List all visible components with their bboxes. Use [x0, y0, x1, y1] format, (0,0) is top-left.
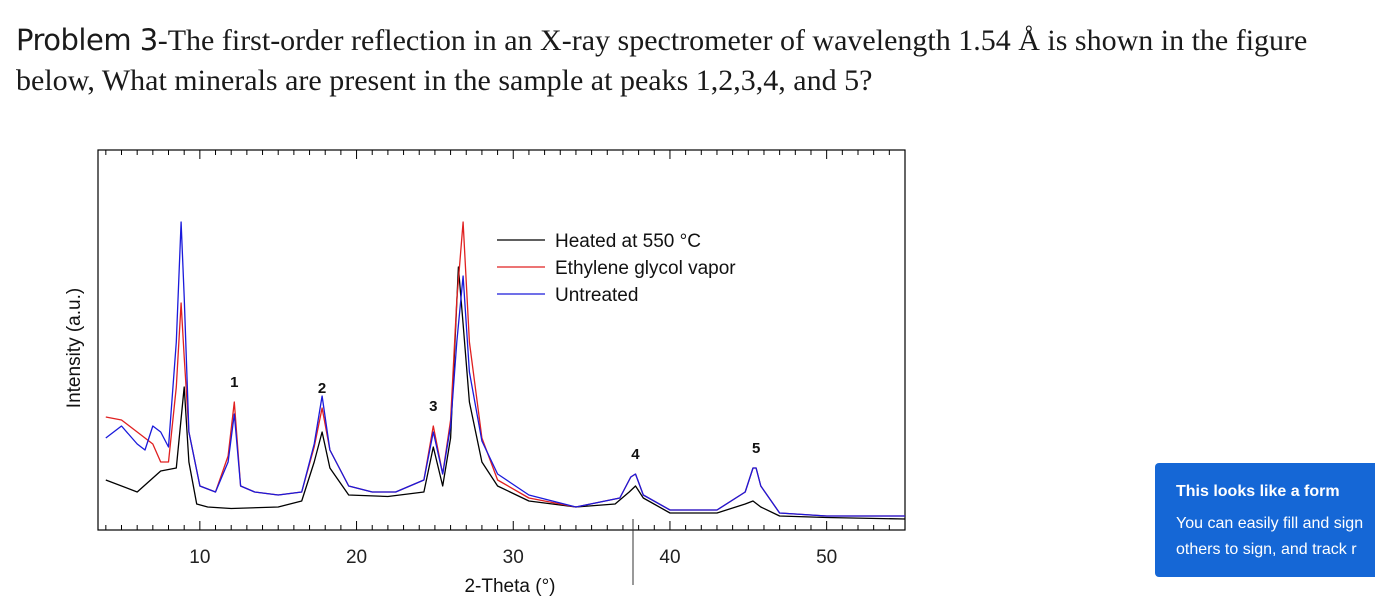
legend: Heated at 550 °C Ethylene glycol vapor Unt… [497, 231, 736, 306]
peak-labels: 1 2 3 4 5 [230, 374, 760, 463]
peak-label: 1 [230, 374, 238, 391]
series-line [105, 221, 905, 517]
popup-title: This looks like a form [1176, 483, 1340, 500]
plot-frame [97, 149, 906, 531]
peak-label: 2 [318, 380, 326, 397]
x-tick-label: 40 [659, 547, 680, 568]
peak-label: 4 [631, 446, 640, 463]
form-detect-popup[interactable]: This looks like a form You can easily fi… [1155, 463, 1375, 577]
peak-label: 3 [429, 398, 437, 415]
legend-label: Heated at 550 °C [555, 231, 701, 252]
x-tick-label: 50 [816, 547, 837, 568]
x-tick-label: 20 [346, 547, 367, 568]
problem-text: -The first-order reflection in an X-ray … [16, 24, 1308, 97]
y-axis-label: Intensity (a.u.) [64, 288, 85, 408]
problem-label: Problem 3 [16, 23, 158, 57]
legend-label: Ethylene glycol vapor [555, 258, 736, 279]
legend-label: Untreated [555, 285, 638, 306]
x-tick-label: 30 [503, 547, 524, 568]
x-tick-label: 10 [189, 547, 210, 568]
series-line [105, 266, 906, 520]
series-line [105, 221, 905, 517]
series-layer [105, 221, 906, 520]
x-axis-label: 2-Theta (°) [464, 576, 555, 597]
x-tick-labels: 10 20 30 40 50 [189, 547, 837, 568]
popup-body: You can easily fill and sign others to s… [1176, 515, 1364, 558]
axis-ticks [105, 150, 906, 530]
peak-label: 5 [752, 440, 760, 457]
problem-statement: Problem 3-The first-order reflection in … [16, 20, 1356, 101]
